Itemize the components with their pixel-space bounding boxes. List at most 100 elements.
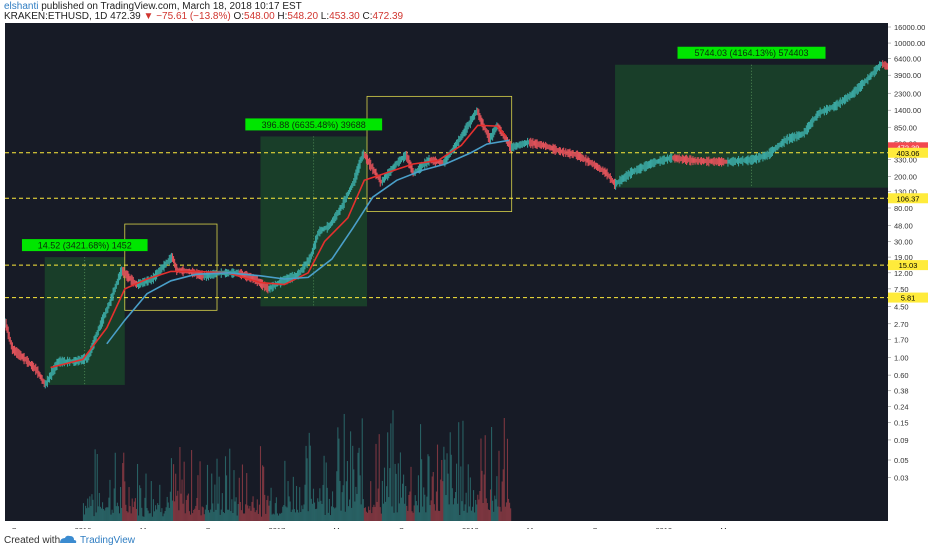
tradingview-brand[interactable]: TradingView: [80, 535, 136, 546]
volume-bar: [346, 461, 348, 521]
volume-bar: [211, 473, 213, 521]
volume-bar: [489, 489, 492, 521]
volume-bar: [492, 500, 494, 521]
volume-bar: [306, 458, 308, 521]
range-box-3: [366, 95, 513, 212]
volume-bar: [290, 511, 292, 521]
volume-bar: [182, 503, 184, 521]
volume-bar: [257, 513, 259, 521]
volume-bar: [262, 465, 264, 521]
price-tick-label: 200.00: [894, 173, 917, 182]
volume-bar: [147, 510, 149, 521]
volume-bar: [379, 507, 381, 521]
volume-bar: [398, 503, 400, 521]
price-tick-label: 0.24: [894, 402, 909, 411]
volume-bar: [382, 503, 384, 521]
author-link[interactable]: elshanti: [4, 1, 39, 12]
volume-bar: [104, 510, 106, 521]
volume-bar: [142, 516, 144, 521]
tradingview-logo-icon[interactable]: [58, 533, 78, 551]
volume-bar: [250, 510, 252, 521]
volume-bar: [127, 512, 129, 521]
volume-bar: [281, 512, 283, 521]
volume-bar: [407, 510, 409, 521]
volume-bar: [221, 493, 223, 521]
price-tick-label: 850.00: [894, 123, 917, 132]
volume-bar: [438, 510, 440, 521]
volume-bar: [248, 508, 250, 521]
volume-bar: [98, 492, 100, 521]
volume-bar: [181, 479, 183, 521]
volume-bar: [205, 504, 207, 521]
time-axis[interactable]: Sep2016MaySep2017MaySep2018MaySep2019May: [5, 521, 888, 535]
volume-bar: [385, 501, 387, 521]
chart-header: elshanti published on TradingView.com, M…: [0, 0, 932, 23]
volume-bar: [82, 503, 85, 521]
volume-bar: [218, 476, 220, 521]
range-box-1: [124, 223, 218, 311]
volume-bar: [344, 511, 346, 521]
volume-bar: [477, 494, 479, 521]
volume-bar: [338, 438, 340, 521]
price-axis[interactable]: 16000.00 10000.00 6400.00 3900.00 2300.00 140…: [888, 23, 932, 521]
volume-bar: [179, 447, 181, 521]
price-tick-label: 80.00: [894, 204, 913, 213]
volume-bar: [247, 505, 249, 521]
volume-bar: [273, 514, 275, 521]
price-tick-label: 1.00: [894, 354, 909, 363]
volume-bar: [274, 503, 276, 521]
volume-bar: [227, 509, 229, 521]
volume-bar: [149, 513, 151, 521]
volume-bar: [452, 504, 454, 521]
volume-bar: [347, 506, 350, 521]
volume-bar: [123, 452, 125, 521]
volume-bar: [197, 475, 199, 521]
horizontal-levels: [5, 152, 888, 299]
price-axis-tag-4: [888, 292, 928, 303]
footer: Created with TradingView: [0, 529, 932, 550]
volume-bar: [366, 512, 369, 521]
volume-bar: [342, 485, 344, 521]
price-chart-svg: 14.52 (3421.68%) 1452 396.88 (6635.48%) 3…: [4, 46, 889, 521]
volume-bar: [138, 515, 140, 521]
volume-bar: [96, 454, 98, 521]
volume-bar: [507, 498, 510, 521]
volume-bar: [390, 423, 392, 521]
volume-bar: [91, 494, 93, 521]
volume-bar: [419, 424, 422, 521]
volume-bar: [277, 515, 280, 521]
volume-bar: [386, 486, 388, 521]
volume-bar: [446, 453, 448, 521]
volume-bar: [209, 512, 211, 521]
volume-bar: [495, 499, 497, 521]
volume-bar: [475, 499, 477, 521]
volume-bar: [139, 485, 141, 521]
volume-bar: [210, 509, 212, 521]
moving-average-0: [50, 124, 507, 369]
volume-bar: [89, 496, 91, 521]
volume-bar: [108, 497, 110, 521]
volume-bar: [476, 504, 478, 521]
price-tick-label: 10000.00: [894, 39, 925, 48]
volume-bar: [502, 469, 504, 521]
volume-bar: [160, 512, 162, 521]
volume-bar: [483, 474, 485, 521]
volume-bar: [307, 511, 309, 521]
volume-bar: [199, 461, 201, 521]
volume-bar: [350, 431, 352, 521]
chart-pane[interactable]: 14.52 (3421.68%) 1452 396.88 (6635.48%) 3…: [4, 23, 889, 521]
volume-bar: [180, 493, 182, 521]
volume-bar: [458, 422, 460, 521]
volume-bar: [322, 484, 324, 521]
volume-bar: [188, 511, 191, 521]
volume-bar: [83, 514, 86, 521]
close-label: C:: [362, 11, 373, 22]
volume-bar: [173, 464, 175, 521]
volume-bar: [410, 466, 412, 521]
volume-bar: [375, 443, 377, 521]
volume-bar: [503, 417, 505, 521]
volume-bar: [299, 487, 301, 521]
volume-bar: [363, 508, 365, 521]
volume-bar: [233, 470, 235, 521]
volume-bar: [284, 460, 286, 521]
